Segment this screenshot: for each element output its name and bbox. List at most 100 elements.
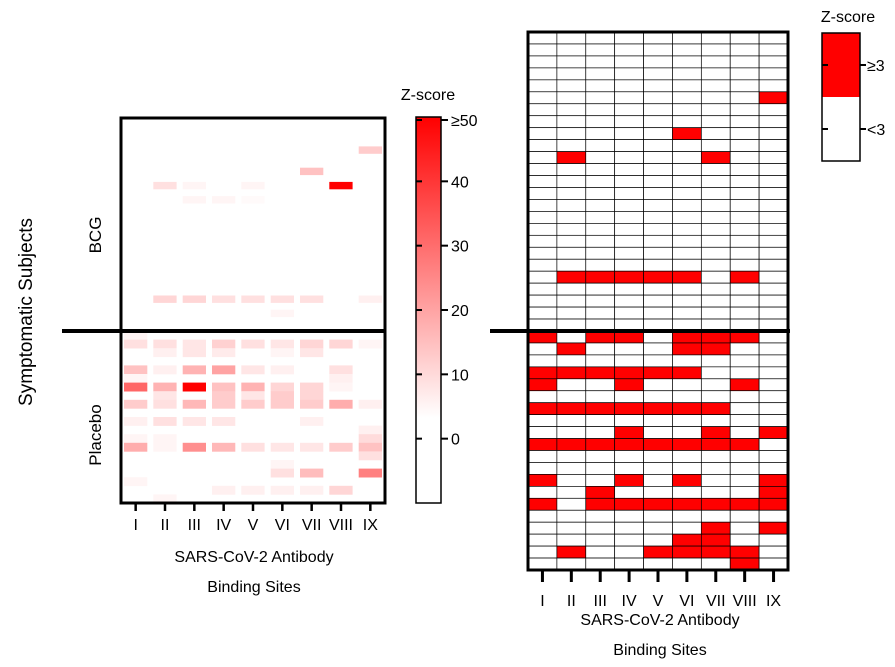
heatmap-cell-placebo-r16-c6 xyxy=(300,468,324,478)
binary-cell-placebo-r10-c4 xyxy=(643,450,673,463)
heatmap-cell-placebo-r4-c1 xyxy=(153,365,177,375)
heatmap-cell-placebo-r13-c8 xyxy=(358,442,382,452)
binary-cell-placebo-r3-c5 xyxy=(672,366,702,380)
binary-cell-bcg-r11-c7 xyxy=(729,163,760,176)
binary-cell-bcg-r6-c3 xyxy=(614,103,644,117)
binary-cell-bcg-r18-c2 xyxy=(585,246,616,260)
heatmap-cell-placebo-r10-c1 xyxy=(153,417,177,426)
heatmap-cell-placebo-r1-c5 xyxy=(270,339,294,349)
binary-cell-bcg-r11-c5 xyxy=(672,163,702,176)
binary-cell-placebo-r16-c8 xyxy=(758,521,789,535)
left-x-tick-label-6: VII xyxy=(302,517,322,534)
binary-cell-bcg-r12-c3 xyxy=(614,175,644,188)
binary-cell-placebo-r6-c1 xyxy=(556,402,587,416)
heatmap-cell-placebo-r13-c6 xyxy=(300,442,324,452)
binary-cell-bcg-r3-c2 xyxy=(585,67,616,81)
binary-cell-placebo-r3-c2 xyxy=(585,366,616,380)
heatmap-cell-placebo-r1-c4 xyxy=(241,339,265,349)
binary-cell-bcg-r4-c4 xyxy=(643,79,673,93)
binary-cell-placebo-r1-c0 xyxy=(527,342,558,356)
binary-cell-placebo-r8-c4 xyxy=(643,426,673,439)
binary-cell-bcg-r2-c7 xyxy=(729,55,760,69)
binary-cell-bcg-r20-c8 xyxy=(758,270,789,284)
heatmap-cell-placebo-r10-c2 xyxy=(182,417,206,426)
colorbar-tick-label-2: 30 xyxy=(451,239,469,256)
binary-cell-bcg-r23-c6 xyxy=(700,306,731,320)
binary-cell-placebo-r8-c3 xyxy=(614,426,644,439)
binary-cell-bcg-r23-c0 xyxy=(527,306,558,320)
binary-cell-placebo-r7-c4 xyxy=(643,414,673,427)
binary-cell-placebo-r8-c7 xyxy=(729,426,760,439)
heatmap-cell-placebo-r10-c6 xyxy=(300,417,324,426)
binary-cell-placebo-r3-c1 xyxy=(556,366,587,380)
binary-cell-bcg-r1-c7 xyxy=(729,43,760,57)
heatmap-cell-placebo-r4-c3 xyxy=(212,365,236,375)
binary-cell-placebo-r19-c6 xyxy=(700,557,731,571)
binary-cell-bcg-r1-c8 xyxy=(758,43,789,57)
binary-cell-placebo-r12-c3 xyxy=(614,474,644,487)
binary-cell-placebo-r14-c1 xyxy=(556,497,587,511)
binary-cell-bcg-r4-c1 xyxy=(556,79,587,93)
heatmap-cell-bcg-r9-c7 xyxy=(329,181,353,190)
binary-cell-placebo-r11-c6 xyxy=(700,462,731,475)
binary-cell-placebo-r10-c7 xyxy=(729,450,760,463)
binary-cell-placebo-r16-c3 xyxy=(614,521,644,535)
binary-cell-bcg-r9-c2 xyxy=(585,139,616,152)
left-x-tick-label-3: IV xyxy=(216,517,231,534)
binary-cell-placebo-r2-c8 xyxy=(758,354,789,368)
binary-cell-placebo-r13-c0 xyxy=(527,486,558,499)
binary-cell-bcg-r10-c3 xyxy=(614,151,644,164)
binary-cell-placebo-r17-c2 xyxy=(585,533,616,547)
binary-cell-bcg-r7-c2 xyxy=(585,115,616,129)
binary-cell-placebo-r15-c5 xyxy=(672,509,702,523)
binary-cell-bcg-r16-c1 xyxy=(556,223,587,236)
heatmap-cell-placebo-r2-c5 xyxy=(270,348,294,358)
binary-cell-placebo-r16-c0 xyxy=(527,521,558,535)
binary-cell-bcg-r5-c0 xyxy=(527,91,558,105)
binary-cell-placebo-r5-c7 xyxy=(729,390,760,404)
binary-cell-bcg-r17-c5 xyxy=(672,234,702,248)
binary-cell-placebo-r18-c2 xyxy=(585,545,616,559)
binary-cell-bcg-r3-c5 xyxy=(672,67,702,81)
binary-cell-placebo-r15-c6 xyxy=(700,509,731,523)
binary-cell-bcg-r11-c4 xyxy=(643,163,673,176)
binary-cell-placebo-r4-c1 xyxy=(556,378,587,392)
binary-cell-bcg-r13-c6 xyxy=(700,187,731,200)
binary-cell-bcg-r22-c2 xyxy=(585,294,616,308)
binary-cell-bcg-r20-c5 xyxy=(672,270,702,284)
binary-cell-bcg-r12-c7 xyxy=(729,175,760,188)
heatmap-cell-bcg-r11-c4 xyxy=(241,196,265,204)
heatmap-cell-placebo-r8-c1 xyxy=(153,399,177,409)
binary-cell-bcg-r18-c0 xyxy=(527,246,558,260)
heatmap-cell-placebo-r8-c2 xyxy=(182,399,206,409)
binary-cell-bcg-r18-c7 xyxy=(729,246,760,260)
binary-cell-placebo-r15-c1 xyxy=(556,509,587,523)
binary-cell-placebo-r14-c8 xyxy=(758,497,789,511)
heatmap-cell-placebo-r8-c0 xyxy=(124,399,148,409)
binary-cell-bcg-r21-c4 xyxy=(643,282,673,296)
binary-cell-placebo-r4-c6 xyxy=(700,378,731,392)
binary-cell-placebo-r13-c2 xyxy=(585,486,616,499)
right-x-tick-label-2: III xyxy=(594,593,607,610)
binary-cell-placebo-r13-c3 xyxy=(614,486,644,499)
colorbar-tick-label-5: 0 xyxy=(451,432,460,449)
binary-cell-bcg-r14-c3 xyxy=(614,199,644,212)
binary-cell-placebo-r16-c2 xyxy=(585,521,616,535)
heatmap-cell-placebo-r16-c8 xyxy=(358,468,382,478)
binary-cell-bcg-r22-c3 xyxy=(614,294,644,308)
legend-swatch-low xyxy=(822,97,860,161)
left-x-tick-label-7: VIII xyxy=(329,517,353,534)
group-label-bcg: BCG xyxy=(86,217,105,254)
heatmap-cell-bcg-r7-c6 xyxy=(300,167,324,176)
binary-cell-bcg-r15-c5 xyxy=(672,211,702,224)
binary-cell-bcg-r7-c1 xyxy=(556,115,587,129)
binary-cell-bcg-r7-c4 xyxy=(643,115,673,129)
binary-cell-placebo-r7-c6 xyxy=(700,414,731,427)
binary-cell-bcg-r8-c6 xyxy=(700,127,731,140)
binary-cell-placebo-r6-c4 xyxy=(643,402,673,416)
binary-cell-placebo-r7-c7 xyxy=(729,414,760,427)
binary-cell-placebo-r12-c2 xyxy=(585,474,616,487)
binary-cell-placebo-r16-c6 xyxy=(700,521,731,535)
binary-cell-bcg-r13-c0 xyxy=(527,187,558,200)
binary-cell-bcg-r9-c1 xyxy=(556,139,587,152)
